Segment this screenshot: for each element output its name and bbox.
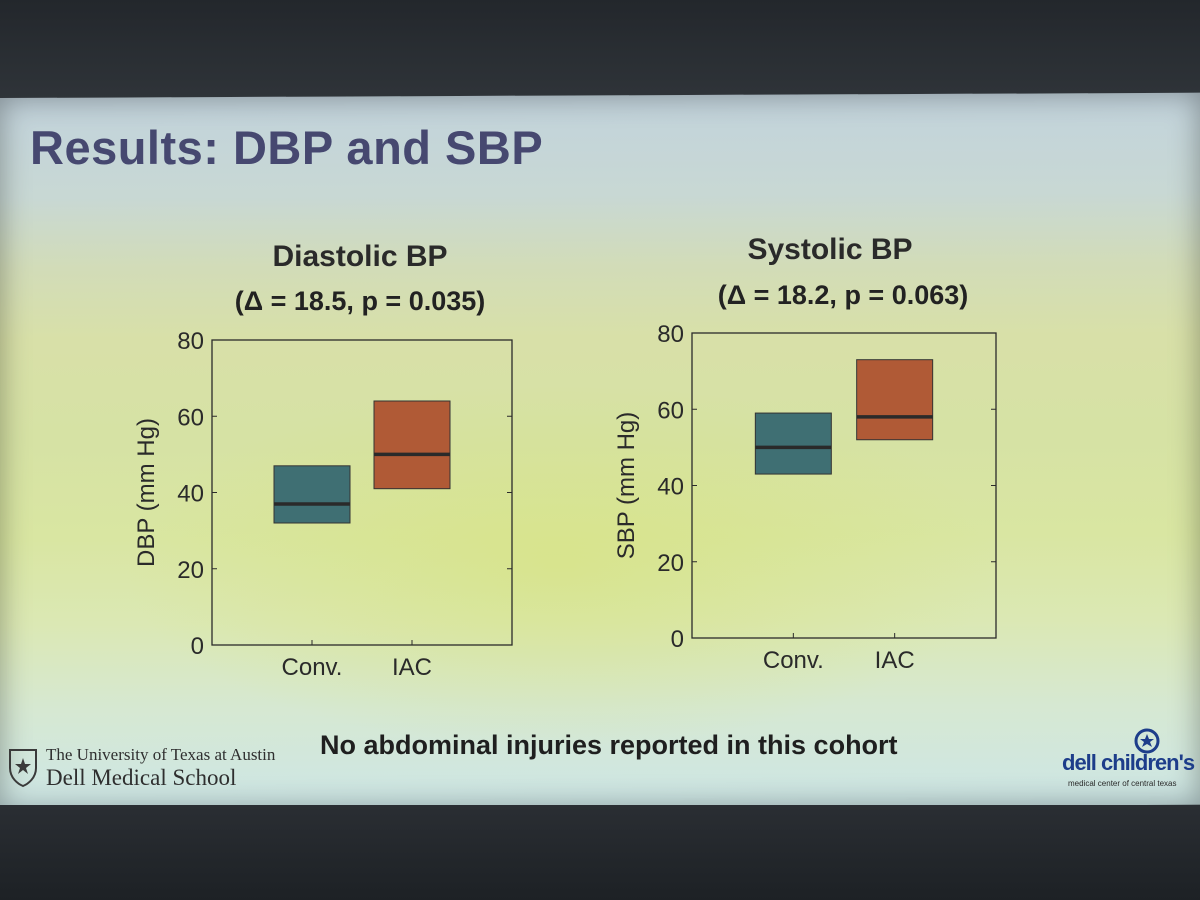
box-conv [754, 412, 832, 475]
x-tick-label: IAC [392, 654, 432, 681]
y-tick-label: 20 [657, 550, 684, 577]
y-axis-label: DBP (mm Hg) [133, 418, 160, 567]
dell-childrens-tagline: medical center of central texas [1068, 779, 1177, 788]
systolic-chart: 0 20 40 60 80 SBP (mm Hg) Conv. IAC [613, 321, 997, 674]
ut-dell-med-logo: The University of Texas at Austin Dell M… [8, 745, 275, 791]
slide-title: Results: DBP and SBP [30, 121, 544, 174]
y-tick-label: 80 [177, 328, 204, 355]
dell-star-icon [1134, 728, 1160, 754]
x-tick-label: Conv. [282, 654, 343, 681]
ut-school-name: Dell Medical School [46, 765, 237, 790]
y-tick-label: 20 [177, 557, 204, 584]
plot-frame [211, 339, 513, 646]
chart-title-systolic: Systolic BP [747, 233, 913, 266]
y-tick-label: 0 [191, 633, 204, 660]
chart-subtitle-diastolic: (Δ = 18.5, p = 0.035) [234, 286, 486, 316]
x-tick-label: Conv. [763, 647, 824, 674]
dell-childrens-logo: dell children's medical center of centra… [1062, 728, 1200, 798]
chart-title-diastolic: Diastolic BP [272, 240, 448, 273]
diastolic-chart: 0 20 40 60 80 DBP (mm Hg) Conv. IAC [133, 328, 513, 681]
box-conv [273, 465, 351, 524]
x-tick-label: IAC [875, 647, 915, 674]
box-iac [373, 400, 451, 490]
chart-subtitle-systolic: (Δ = 18.2, p = 0.063) [717, 280, 969, 310]
y-tick-label: 60 [177, 404, 204, 431]
screen-bottom-edge [0, 805, 1200, 900]
y-tick-label: 40 [177, 481, 204, 508]
ut-university-name: The University of Texas at Austin [46, 745, 276, 764]
ut-shield-icon [9, 749, 37, 788]
y-tick-label: 80 [657, 321, 684, 348]
y-axis-label: SBP (mm Hg) [613, 412, 640, 560]
footer-note: No abdominal injuries reported in this c… [320, 730, 898, 760]
y-tick-label: 0 [671, 626, 684, 653]
dell-childrens-name: dell children's [1062, 750, 1195, 775]
plot-frame [691, 332, 997, 639]
screen-top-edge [0, 0, 1200, 100]
box-iac [856, 359, 934, 441]
y-tick-label: 40 [657, 474, 684, 501]
y-tick-label: 60 [657, 397, 684, 424]
